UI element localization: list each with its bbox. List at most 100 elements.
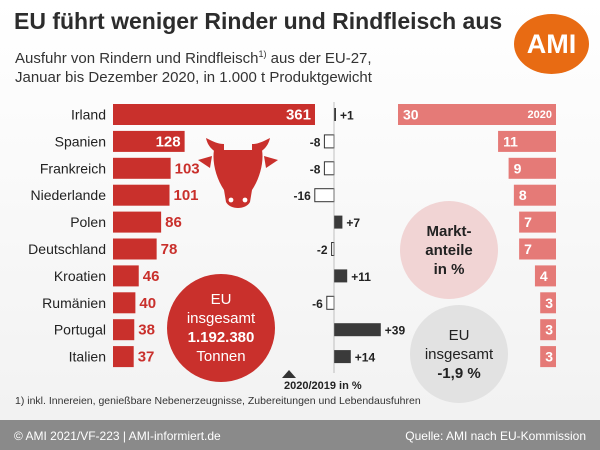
export-value-label: 38 bbox=[138, 322, 155, 339]
category-label: Polen bbox=[70, 214, 106, 230]
export-value-label: 101 bbox=[174, 187, 199, 204]
footnote: 1) inkl. Innereien, genießbare Nebenerze… bbox=[15, 395, 421, 407]
market-share-value-label: 3 bbox=[545, 322, 553, 338]
eu-change-bubble: EU insgesamt -1,9 % bbox=[410, 305, 508, 403]
change-value-label: -8 bbox=[310, 162, 321, 176]
footer-source: Quelle: AMI nach EU-Kommission bbox=[405, 429, 586, 443]
change-value-label: +39 bbox=[385, 324, 406, 338]
export-value-label: 40 bbox=[139, 295, 156, 312]
total-bubble-line1: EU bbox=[448, 326, 470, 344]
category-label: Spanien bbox=[55, 133, 106, 149]
market-share-bar bbox=[508, 157, 556, 179]
share-bubble-line1: Markt- bbox=[426, 222, 472, 240]
total-bubble-line2: insgesamt bbox=[424, 345, 494, 363]
eu-bubble-unit: Tonnen bbox=[196, 348, 246, 365]
change-value-label: -16 bbox=[293, 189, 311, 203]
category-label: Irland bbox=[71, 107, 106, 123]
export-value-label: 37 bbox=[138, 349, 155, 366]
market-share-bar bbox=[540, 319, 556, 341]
chart-svg: Irland Spanien Frankreich Niederlande Polen D… bbox=[28, 102, 556, 373]
share-year-label: 2020 bbox=[528, 109, 552, 121]
market-share-bar bbox=[540, 346, 556, 368]
market-share-value-label: 7 bbox=[524, 214, 532, 230]
change-value-label: +1 bbox=[340, 109, 354, 123]
subtitle-line1-b: aus der EU-27, bbox=[266, 50, 372, 67]
market-share-bubble: Markt- anteile in % bbox=[400, 201, 498, 299]
category-label: Rumänien bbox=[42, 295, 106, 311]
export-value-label: 46 bbox=[143, 268, 160, 285]
change-bar bbox=[334, 323, 381, 337]
cow-head-icon bbox=[198, 138, 278, 208]
share-bubble-line2: anteile bbox=[425, 241, 473, 259]
market-share-value-label: 3 bbox=[545, 349, 553, 365]
export-bar bbox=[113, 346, 134, 368]
market-share-value-label: 9 bbox=[514, 160, 522, 176]
category-label: Niederlande bbox=[31, 187, 107, 203]
export-value-label: 78 bbox=[161, 241, 178, 258]
market-share-value-label: 8 bbox=[519, 187, 527, 203]
market-share-bar bbox=[513, 184, 556, 206]
export-bar bbox=[113, 184, 170, 206]
market-share-bar bbox=[398, 104, 556, 125]
total-bubble-value: -1,9 % bbox=[437, 364, 481, 382]
change-bar bbox=[331, 242, 335, 256]
change-value-label: +11 bbox=[351, 270, 371, 284]
change-value-label: -8 bbox=[310, 135, 321, 149]
export-value-label: 86 bbox=[165, 214, 182, 231]
export-bar bbox=[113, 157, 171, 179]
footer-copyright: © AMI 2021/VF-223 | AMI-informiert.de bbox=[14, 429, 221, 443]
market-share-bar bbox=[534, 265, 556, 287]
category-label: Frankreich bbox=[40, 160, 106, 176]
export-bar bbox=[113, 319, 135, 341]
change-bar bbox=[334, 215, 343, 229]
change-bar bbox=[314, 188, 335, 203]
up-arrow-icon bbox=[282, 370, 296, 378]
chart-subtitle: Ausfuhr von Rindern und Rindfleisch1) au… bbox=[15, 45, 372, 87]
change-value-label: +14 bbox=[355, 351, 376, 365]
export-value-label: 103 bbox=[175, 160, 200, 177]
export-bar bbox=[113, 265, 139, 287]
footer: © AMI 2021/VF-223 | AMI-informiert.de Qu… bbox=[0, 420, 600, 450]
change-value-label: +7 bbox=[346, 216, 360, 230]
category-label: Deutschland bbox=[28, 241, 106, 257]
market-share-bar bbox=[519, 238, 556, 260]
subtitle-line1-a: Ausfuhr von Rindern und Rindfleisch bbox=[15, 50, 259, 67]
export-bar bbox=[113, 292, 136, 314]
category-label: Portugal bbox=[54, 322, 106, 338]
export-bar bbox=[113, 238, 157, 260]
export-value-label: 128 bbox=[156, 133, 181, 150]
category-label: Kroatien bbox=[54, 268, 106, 284]
export-value-label: 361 bbox=[286, 107, 311, 124]
ami-logo: AMI bbox=[514, 14, 589, 74]
chart-title: EU führt weniger Rinder und Rindfleisch … bbox=[14, 8, 503, 34]
export-bar bbox=[113, 130, 185, 152]
change-bar bbox=[326, 295, 335, 310]
market-share-bar bbox=[540, 292, 556, 314]
change-bar bbox=[323, 134, 335, 149]
market-share-value-label: 3 bbox=[545, 295, 553, 311]
market-share-bar bbox=[498, 130, 556, 152]
market-share-value-label: 11 bbox=[503, 133, 518, 149]
category-label: Italien bbox=[69, 349, 106, 365]
subtitle-footnote-mark: 1) bbox=[258, 49, 267, 59]
market-share-bar bbox=[519, 211, 556, 233]
share-bubble-line3: in % bbox=[433, 260, 465, 278]
subtitle-line2: Januar bis Dezember 2020, in 1.000 t Pro… bbox=[15, 69, 372, 86]
change-bar bbox=[323, 161, 335, 176]
change-bar bbox=[334, 269, 348, 283]
export-bar bbox=[113, 211, 162, 233]
eu-bubble-value: 1.192.380 bbox=[187, 329, 255, 346]
market-share-value-label: 4 bbox=[540, 268, 548, 284]
change-axis-label: 2020/2019 in % bbox=[284, 380, 362, 392]
eu-bubble-line2: insgesamt bbox=[186, 310, 256, 327]
change-value-label: -2 bbox=[317, 243, 328, 257]
eu-total-bubble: EU insgesamt 1.192.380 Tonnen bbox=[167, 274, 275, 382]
change-bar bbox=[334, 350, 351, 364]
eu-bubble-line1: EU bbox=[210, 291, 232, 308]
change-value-label: -6 bbox=[312, 297, 323, 311]
market-share-value-label: 7 bbox=[524, 241, 532, 257]
market-share-value-label: 30 bbox=[403, 107, 419, 123]
export-bar bbox=[113, 104, 315, 125]
change-bar bbox=[334, 108, 336, 121]
